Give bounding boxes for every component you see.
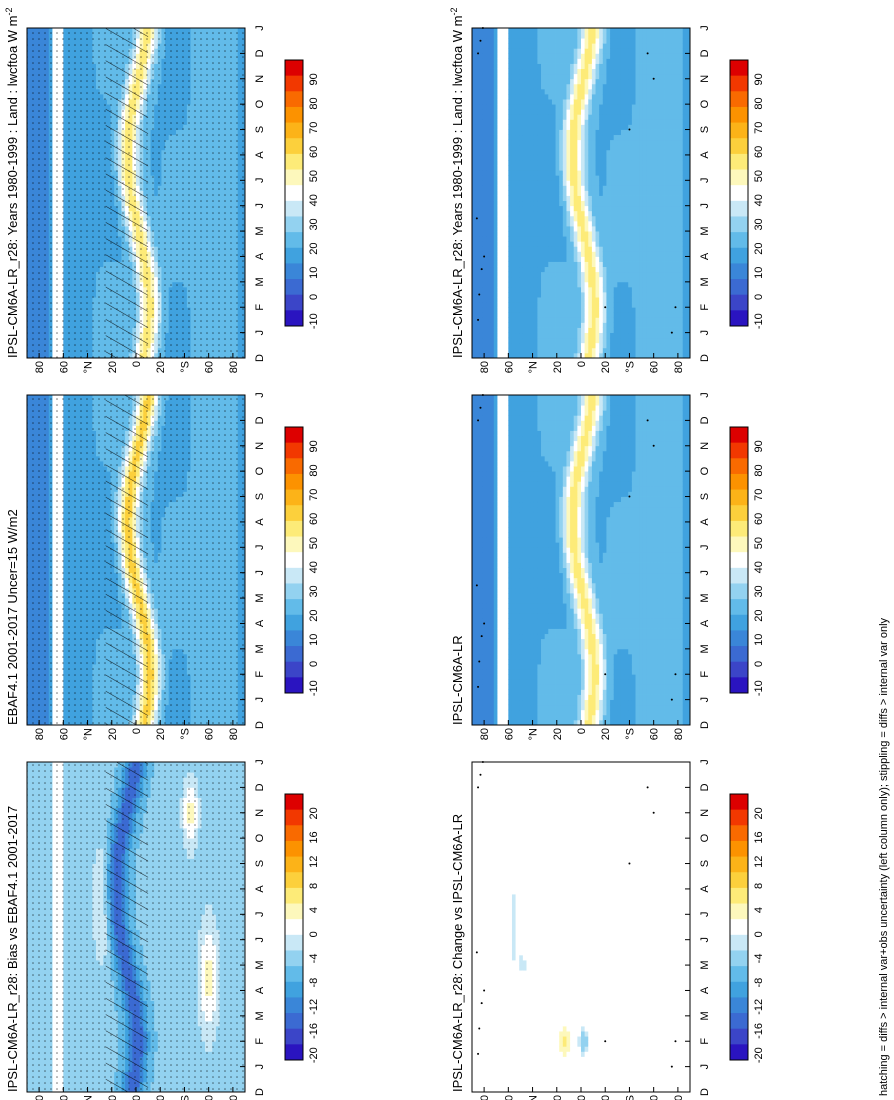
colorbar-label: 30 (308, 218, 320, 230)
month-tick-label: A (254, 151, 266, 159)
colorbar-swatch (285, 201, 303, 217)
colorbar-label: -10 (308, 313, 320, 329)
colorbar-swatch (285, 232, 303, 248)
lat-tick-label: °S (179, 361, 191, 373)
lat-tick-label: 80 (34, 361, 46, 373)
month-tick-label: N (254, 75, 266, 83)
month-tick-label: D (254, 354, 266, 362)
colorbar-swatch (285, 91, 303, 107)
hatching (106, 28, 148, 358)
colorbar-swatch (285, 170, 303, 186)
month-tick-label: J (254, 330, 266, 336)
lat-tick-label: 60 (204, 361, 216, 373)
lat-tick-label: 80 (228, 361, 240, 373)
lat-tick-label: 0 (131, 361, 143, 367)
month-tick-label: J (254, 25, 266, 31)
month-tick-label: A (254, 252, 266, 260)
panel-left-mid: 80 60 °N 20 0 20 °S 60 80DJFMAMJJASONDJEBAF4.1 2… (5, 392, 320, 740)
colorbar-swatch (285, 138, 303, 154)
panel-title-sup: -2 (4, 7, 14, 15)
colorbar-swatch (285, 123, 303, 139)
month-tick-label: S (254, 126, 266, 133)
colorbar-swatch (285, 310, 303, 326)
colorbar-swatch (285, 185, 303, 201)
lat-tick-label: 20 (155, 361, 167, 373)
colorbar-label: 80 (308, 97, 320, 109)
colorbar-swatch (285, 216, 303, 232)
month-tick-label: F (254, 304, 266, 311)
panel-title: IPSL-CM6A-LR_r28: Years 1980-1999 : Land… (4, 7, 20, 358)
colorbar-swatch (285, 154, 303, 170)
colorbar-label: 40 (308, 194, 320, 206)
month-tick-label: M (254, 277, 266, 286)
colorbar-swatch (285, 279, 303, 295)
colorbar-label: 50 (308, 170, 320, 182)
colorbar-label: 90 (308, 73, 320, 85)
colorbar: 90 80 70 60 50 40 30 20 10 0 -10 (285, 60, 320, 329)
colorbar-swatch (285, 60, 303, 76)
month-tick-label: M (254, 226, 266, 235)
colorbar-label: 20 (308, 242, 320, 254)
lat-tick-label: 20 (107, 361, 119, 373)
colorbar-swatch (285, 248, 303, 264)
month-tick-label: D (254, 49, 266, 57)
colorbar-label: 60 (308, 146, 320, 158)
colorbar-label: 70 (308, 122, 320, 134)
month-tick-label: J (254, 178, 266, 184)
colorbar-swatch (285, 107, 303, 123)
panels-layer: 80 60 °N 20 0 20 °S 60 80 D J F M A M J J A S O N D J IPSL-CM6A… (4, 7, 765, 1100)
month-tick-label: O (254, 99, 266, 108)
colorbar-swatch (285, 295, 303, 311)
panel-left-top: 80 60 °N 20 0 20 °S 60 80 D J F M A M J J A S O N D J IPSL-CM6A… (4, 7, 320, 373)
colorbar-swatch (285, 76, 303, 92)
lat-tick-label: °N (83, 361, 95, 373)
colorbar-label: 10 (308, 267, 320, 279)
month-tick-label: J (254, 203, 266, 209)
colorbar-swatch (285, 263, 303, 279)
lat-tick-label: 60 (58, 361, 70, 373)
colorbar-label: 0 (308, 294, 320, 300)
